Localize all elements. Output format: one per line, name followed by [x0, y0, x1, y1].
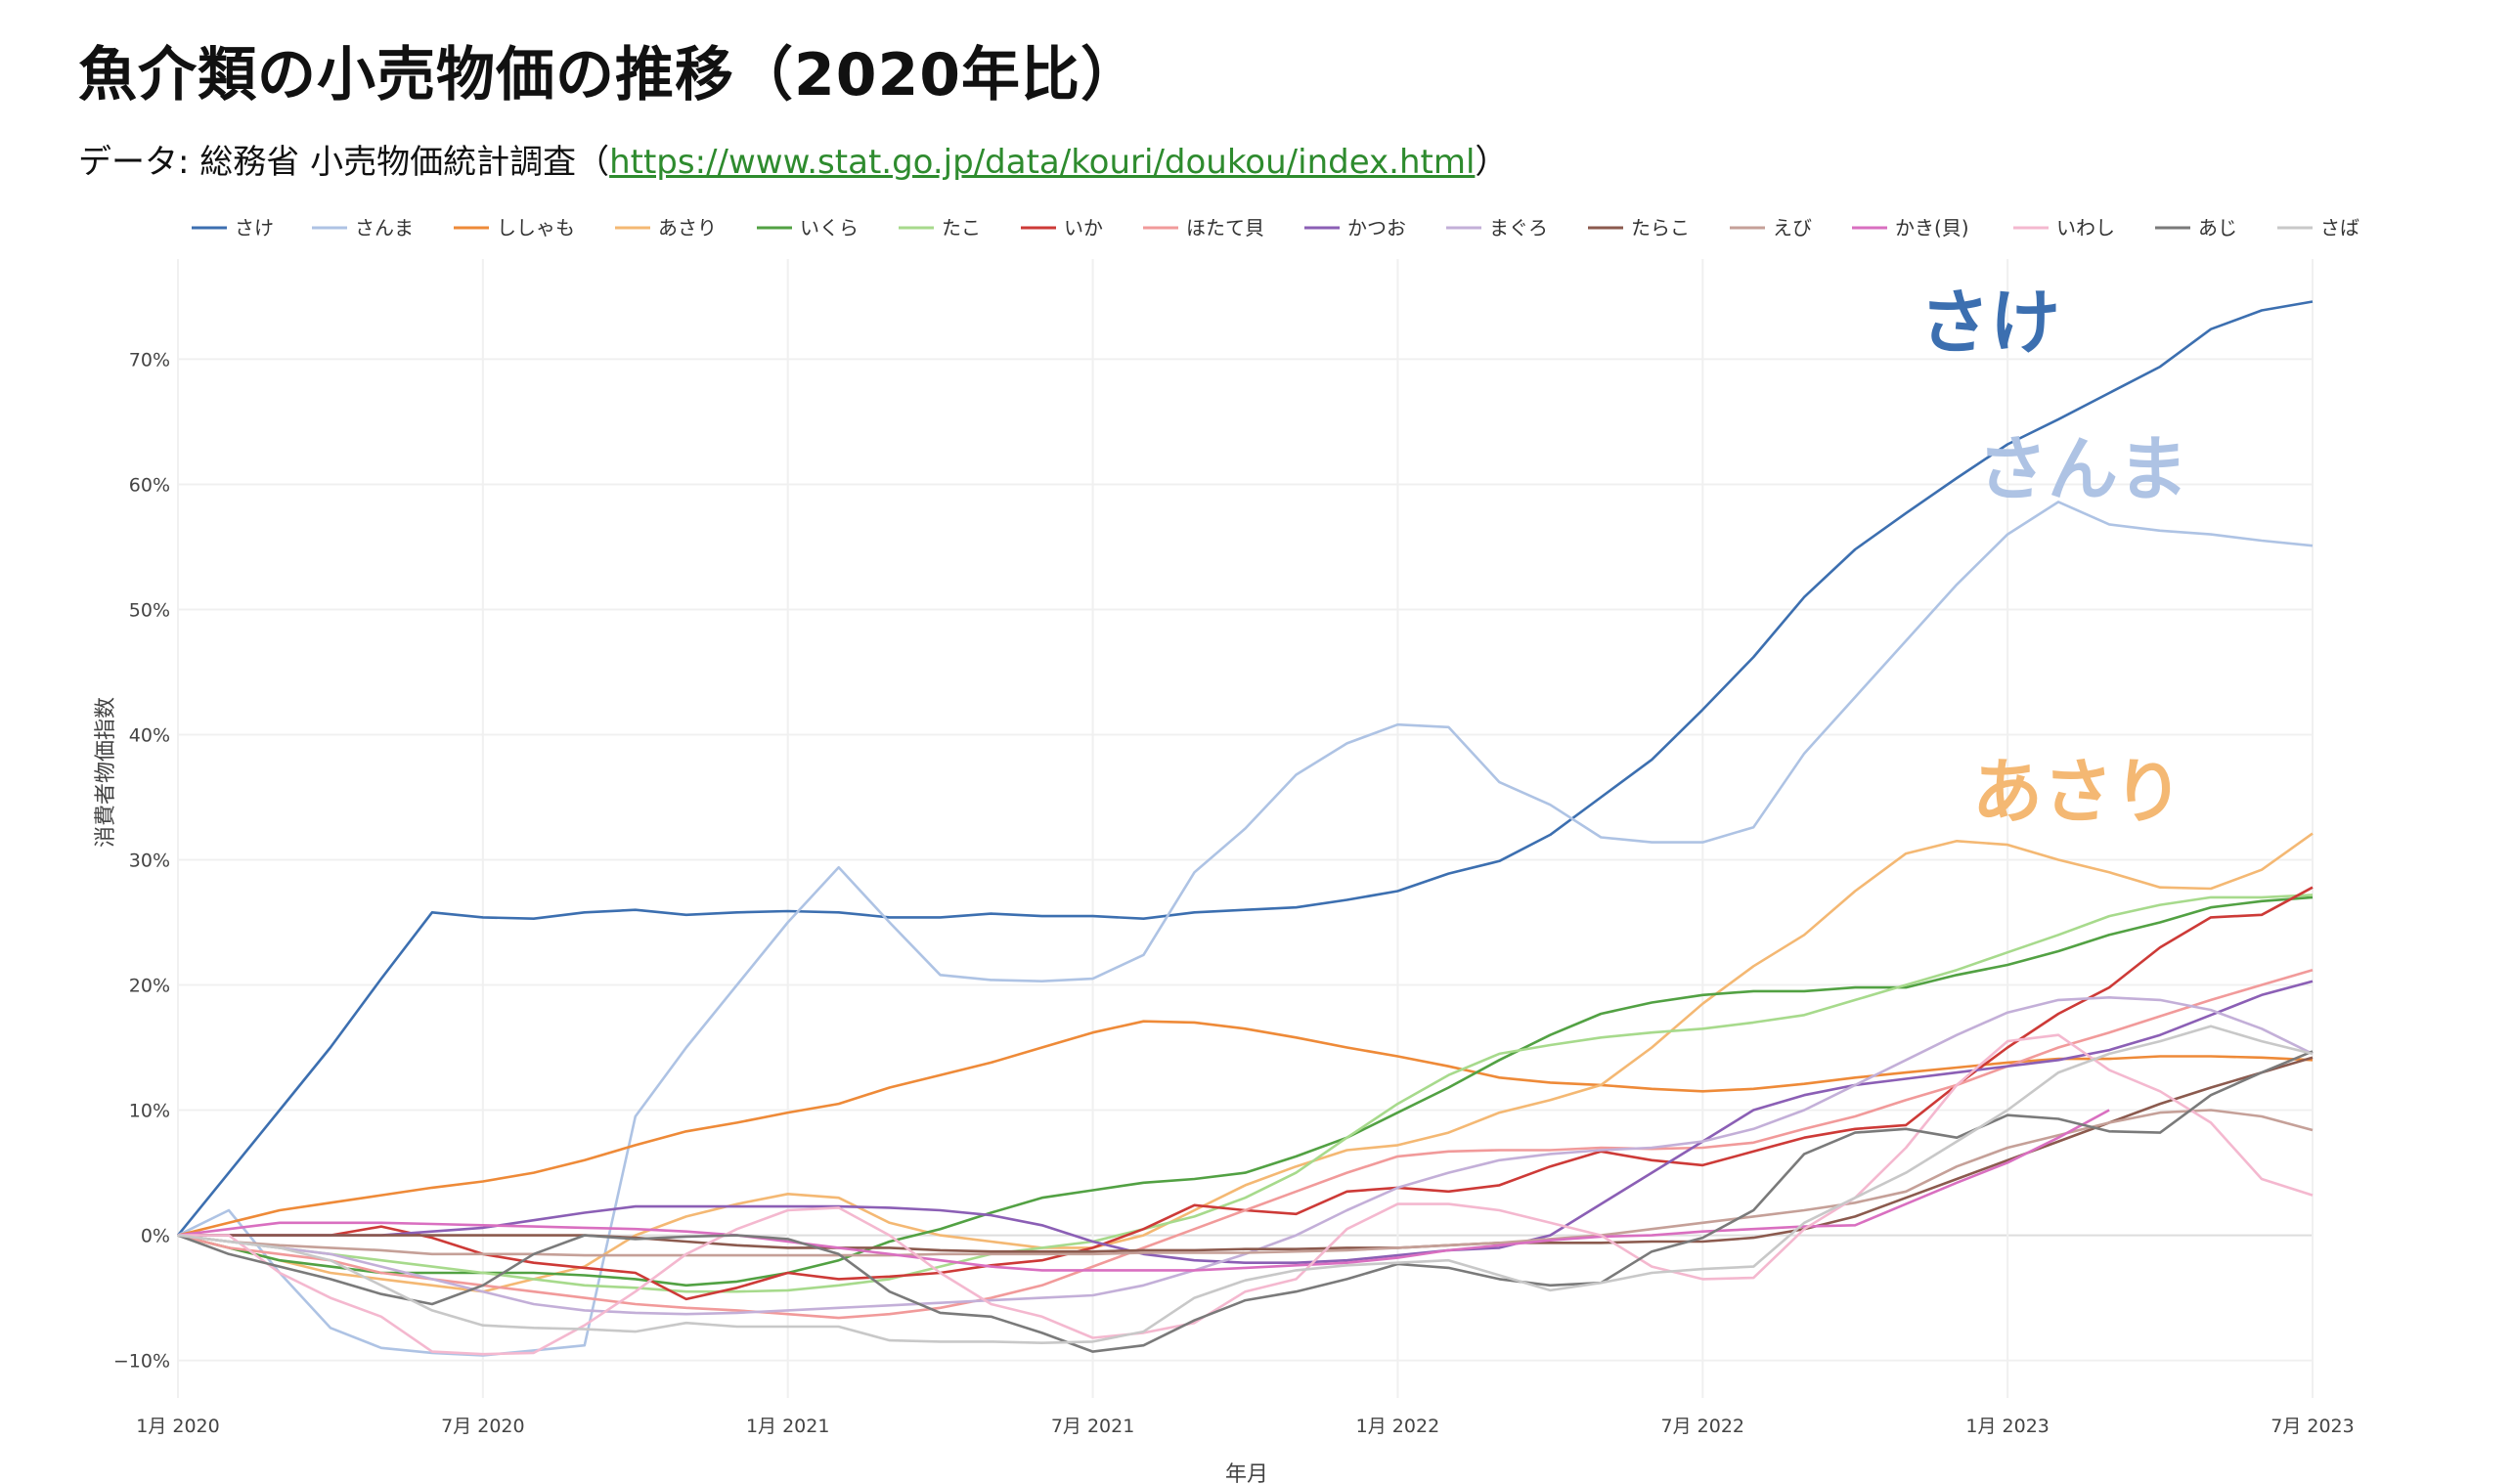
series-line-2	[177, 1020, 2314, 1237]
series-line-5	[177, 894, 2314, 1293]
series-line-3	[177, 832, 2314, 1293]
legend-label: さけ	[235, 216, 274, 240]
legend-item-2[interactable]: ししゃも	[454, 216, 575, 240]
series-line-7	[177, 968, 2314, 1320]
legend-label: かつお	[1347, 216, 1406, 240]
legend-item-4[interactable]: いくら	[757, 216, 859, 240]
subtitle-suffix: ）	[1475, 143, 1509, 182]
legend-item-12[interactable]: かき(貝)	[1852, 216, 1969, 240]
annotation-label: あさり	[1972, 751, 2183, 833]
legend-label: えび	[1773, 216, 1812, 240]
source-link[interactable]: https://www.stat.go.jp/data/kouri/doukou…	[609, 143, 1476, 182]
legend-item-9[interactable]: まぐろ	[1446, 216, 1548, 240]
y-tick-label: 30%	[129, 851, 170, 872]
x-tick-label: 7月 2020	[441, 1416, 524, 1437]
legend-item-3[interactable]: あさり	[615, 216, 717, 240]
series-line-10	[178, 1056, 2314, 1253]
y-tick-label: 20%	[129, 976, 170, 997]
legend-item-14[interactable]: あじ	[2155, 216, 2237, 240]
legend-item-11[interactable]: えび	[1730, 216, 1812, 240]
legend-label: いか	[1064, 216, 1103, 240]
legend-label: いくら	[800, 216, 859, 240]
y-tick-label: 0%	[141, 1226, 170, 1247]
series-lines	[176, 300, 2314, 1357]
y-tick-label: −10%	[113, 1351, 170, 1373]
legend-label: まぐろ	[1489, 216, 1548, 240]
y-tick-label: 10%	[129, 1101, 170, 1122]
legend-label: ほたて貝	[1186, 216, 1264, 240]
x-tick-label: 1月 2023	[1965, 1416, 2049, 1437]
legend-label: たらこ	[1631, 216, 1690, 240]
x-tick-label: 1月 2021	[746, 1416, 829, 1437]
legend-item-15[interactable]: さば	[2277, 216, 2359, 240]
legend-label: かき(貝)	[1895, 216, 1969, 240]
x-tick-label: 1月 2020	[136, 1416, 219, 1437]
annotation-label: さけ	[1919, 282, 2060, 364]
legend-item-1[interactable]: さんま	[312, 216, 414, 240]
legend-label: たこ	[942, 216, 981, 240]
subtitle: データ: 総務省 小売物価統計調査（https://www.stat.go.jp…	[78, 135, 1508, 183]
legend-item-8[interactable]: かつお	[1304, 216, 1406, 240]
legend-item-10[interactable]: たらこ	[1588, 216, 1690, 240]
page-title: 魚介類の小売物価の推移（2020年比）	[78, 41, 1140, 109]
x-tick-label: 7月 2022	[1661, 1416, 1744, 1437]
x-tick-label: 7月 2021	[1051, 1416, 1134, 1437]
y-tick-label: 70%	[129, 349, 170, 371]
legend-item-13[interactable]: いわし	[2013, 216, 2115, 240]
legend-item-0[interactable]: さけ	[192, 216, 274, 240]
legend-label: あじ	[2198, 216, 2237, 240]
series-line-15	[177, 1025, 2314, 1344]
series-line-4	[177, 895, 2314, 1288]
x-axis-title: 年月	[1225, 1462, 1268, 1484]
series-line-12	[177, 1109, 2110, 1272]
y-axis: −10% 0% 10% 20% 30% 40% 50% 60% 70%	[113, 349, 170, 1372]
series-line-0	[176, 300, 2314, 1237]
series-line-6	[178, 886, 2314, 1301]
legend-item-6[interactable]: いか	[1021, 216, 1103, 240]
series-line-13	[178, 1033, 2314, 1356]
y-tick-label: 50%	[129, 599, 170, 621]
series-line-14	[177, 1050, 2314, 1353]
series-line-1	[177, 501, 2314, 1357]
x-tick-label: 1月 2022	[1356, 1416, 1439, 1437]
legend: さけ さんま ししゃも あさり いくら たこ いか ほたて貝 かつお まぐろ たらこ えび かき(貝) い…	[192, 216, 2359, 240]
series-line-8	[178, 980, 2314, 1264]
legend-item-7[interactable]: ほたて貝	[1143, 216, 1264, 240]
legend-label: いわし	[2056, 216, 2115, 240]
y-tick-label: 40%	[129, 724, 170, 746]
legend-label: ししゃも	[497, 216, 575, 240]
grid	[177, 259, 2314, 1398]
x-tick-label: 7月 2023	[2271, 1416, 2354, 1437]
y-axis-title: 消費者物価指数	[94, 697, 118, 848]
legend-item-5[interactable]: たこ	[899, 216, 981, 240]
legend-label: あさり	[658, 216, 717, 240]
x-axis: 1月 2020 7月 2020 1月 2021 7月 2021 1月 2022 7月 20…	[136, 1416, 2354, 1437]
subtitle-prefix: データ: 総務省 小売物価統計調査（	[78, 143, 610, 182]
y-tick-label: 60%	[129, 474, 170, 496]
legend-label: さんま	[355, 216, 414, 240]
legend-label: さば	[2320, 216, 2359, 240]
series-line-11	[177, 1109, 2314, 1257]
annotation-label: さんま	[1977, 428, 2188, 510]
